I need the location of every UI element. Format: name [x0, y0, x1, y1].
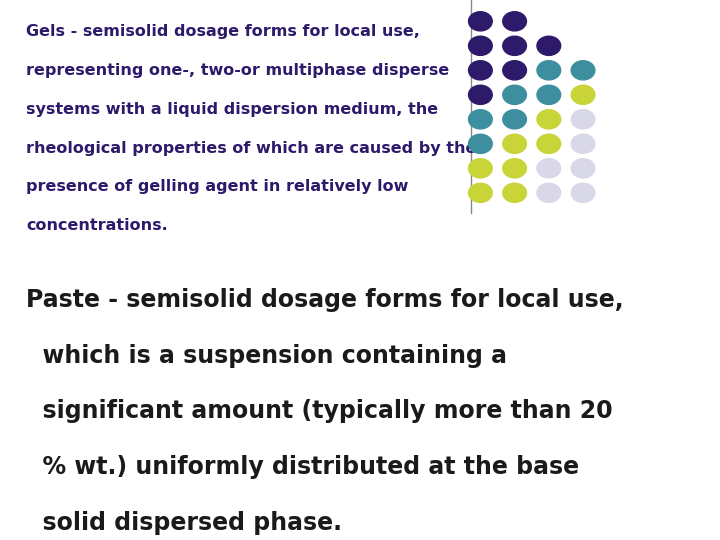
Circle shape — [469, 183, 492, 202]
Circle shape — [503, 134, 526, 153]
Circle shape — [571, 85, 595, 104]
Circle shape — [469, 159, 492, 178]
Circle shape — [571, 183, 595, 202]
Circle shape — [503, 60, 526, 80]
Circle shape — [537, 36, 561, 56]
Circle shape — [571, 159, 595, 178]
Circle shape — [571, 134, 595, 153]
Circle shape — [469, 12, 492, 31]
Circle shape — [469, 60, 492, 80]
Circle shape — [537, 183, 561, 202]
Circle shape — [537, 60, 561, 80]
Text: which is a suspension containing a: which is a suspension containing a — [27, 343, 508, 368]
Text: presence of gelling agent in relatively low: presence of gelling agent in relatively … — [27, 179, 409, 194]
Circle shape — [469, 110, 492, 129]
Circle shape — [537, 134, 561, 153]
Text: Paste - semisolid dosage forms for local use,: Paste - semisolid dosage forms for local… — [27, 288, 624, 312]
Circle shape — [571, 110, 595, 129]
Circle shape — [503, 85, 526, 104]
Circle shape — [537, 159, 561, 178]
Circle shape — [469, 36, 492, 56]
Circle shape — [503, 183, 526, 202]
Circle shape — [503, 159, 526, 178]
Text: rheological properties of which are caused by the: rheological properties of which are caus… — [27, 140, 477, 156]
Circle shape — [537, 85, 561, 104]
Text: significant amount (typically more than 20: significant amount (typically more than … — [27, 400, 613, 423]
Circle shape — [571, 60, 595, 80]
Circle shape — [503, 110, 526, 129]
Text: % wt.) uniformly distributed at the base: % wt.) uniformly distributed at the base — [27, 455, 580, 480]
Text: solid dispersed phase.: solid dispersed phase. — [27, 511, 342, 535]
Text: representing one-, two-or multiphase disperse: representing one-, two-or multiphase dis… — [27, 63, 449, 78]
Circle shape — [537, 110, 561, 129]
Circle shape — [503, 12, 526, 31]
Circle shape — [503, 36, 526, 56]
Text: concentrations.: concentrations. — [27, 218, 168, 233]
Circle shape — [469, 85, 492, 104]
Text: Gels - semisolid dosage forms for local use,: Gels - semisolid dosage forms for local … — [27, 24, 420, 39]
Text: systems with a liquid dispersion medium, the: systems with a liquid dispersion medium,… — [27, 102, 438, 117]
Circle shape — [469, 134, 492, 153]
